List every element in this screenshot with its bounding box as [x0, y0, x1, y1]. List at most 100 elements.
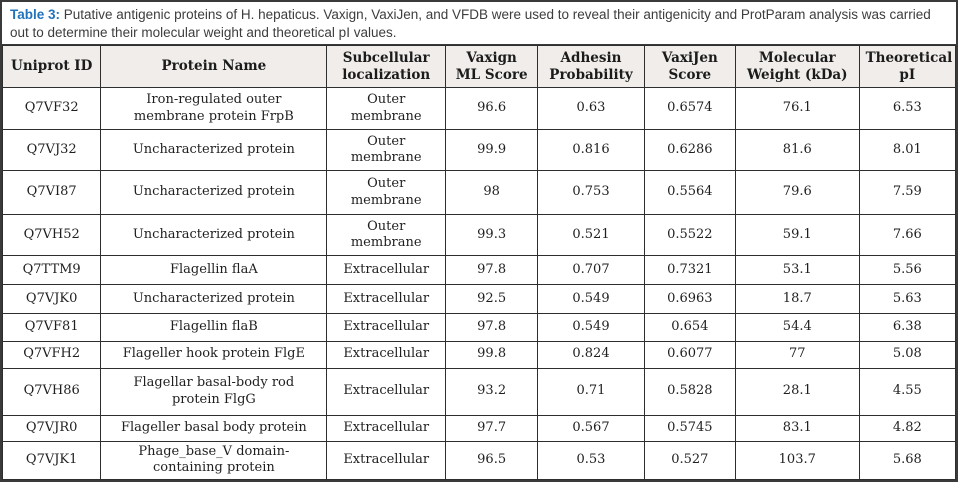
cell-uniprot-id: Q7VJR0 [1, 414, 102, 442]
cell-protein-name: Flageller hook protein FlgE [100, 340, 328, 369]
cell-vaxign-ml-score: 97.8 [445, 255, 539, 286]
cell-vaxijen-score: 0.5564 [643, 170, 736, 216]
column-header-vaxijen-score: VaxiJen Score [643, 45, 736, 88]
cell-molecular-weight-kda: 53.1 [734, 255, 860, 286]
cell-molecular-weight-kda: 77 [734, 340, 860, 369]
cell-adhesin-probability: 0.753 [537, 170, 645, 216]
column-header-uniprot-id: Uniprot ID [1, 45, 102, 88]
cell-protein-name: Flagellin flaA [100, 255, 328, 286]
cell-molecular-weight-kda: 18.7 [734, 284, 860, 314]
cell-uniprot-id: Q7VFH2 [1, 340, 102, 369]
cell-protein-name: Flagellin flaB [100, 312, 328, 342]
table-header-row: Uniprot ID Protein Name Subcellular locali… [1, 45, 957, 88]
cell-uniprot-id: Q7VJK1 [1, 440, 102, 481]
cell-uniprot-id: Q7VH86 [1, 367, 102, 416]
table-row: Q7VJK1 Phage_base_V domain-containing pro… [1, 440, 957, 481]
cell-theoretical-pi: 8.01 [858, 129, 957, 172]
cell-theoretical-pi: 5.68 [858, 440, 957, 481]
cell-adhesin-probability: 0.549 [537, 312, 645, 342]
cell-uniprot-id: Q7TTM9 [1, 255, 102, 286]
cell-adhesin-probability: 0.824 [537, 340, 645, 369]
cell-vaxijen-score: 0.6574 [643, 86, 736, 131]
cell-subcellular-localization: Extracellular [326, 414, 447, 442]
cell-protein-name: Phage_base_V domain-containing protein [100, 440, 328, 481]
cell-uniprot-id: Q7VI87 [1, 170, 102, 216]
table-row: Q7VH52 Uncharacterized protein Outer membr… [1, 214, 957, 257]
cell-adhesin-probability: 0.549 [537, 284, 645, 314]
cell-vaxijen-score: 0.6963 [643, 284, 736, 314]
cell-vaxign-ml-score: 98 [445, 170, 539, 216]
cell-vaxijen-score: 0.527 [643, 440, 736, 481]
table-body: Q7VF32 Iron-regulated outer membrane prot… [1, 86, 957, 481]
table-row: Q7VJR0 Flageller basal body protein Extrac… [1, 414, 957, 442]
cell-molecular-weight-kda: 59.1 [734, 214, 860, 257]
cell-subcellular-localization: Outer membrane [326, 129, 447, 172]
cell-theoretical-pi: 5.56 [858, 255, 957, 286]
cell-protein-name: Uncharacterized protein [100, 129, 328, 172]
cell-adhesin-probability: 0.71 [537, 367, 645, 416]
cell-protein-name: Flageller basal body protein [100, 414, 328, 442]
cell-theoretical-pi: 7.66 [858, 214, 957, 257]
cell-subcellular-localization: Extracellular [326, 312, 447, 342]
cell-adhesin-probability: 0.53 [537, 440, 645, 481]
cell-vaxign-ml-score: 96.6 [445, 86, 539, 131]
table-row: Q7VJK0 Uncharacterized protein Extracellul… [1, 284, 957, 314]
column-header-adhesin-probability: Adhesin Probability [537, 45, 645, 88]
cell-molecular-weight-kda: 81.6 [734, 129, 860, 172]
column-header-theoretical-pi: Theoretical pI [858, 45, 957, 88]
cell-molecular-weight-kda: 79.6 [734, 170, 860, 216]
cell-vaxijen-score: 0.6286 [643, 129, 736, 172]
cell-molecular-weight-kda: 103.7 [734, 440, 860, 481]
cell-uniprot-id: Q7VF81 [1, 312, 102, 342]
cell-subcellular-localization: Extracellular [326, 284, 447, 314]
cell-uniprot-id: Q7VJ32 [1, 129, 102, 172]
table-caption-label: Table 3: [10, 7, 61, 22]
table-row: Q7VI87 Uncharacterized protein Outer membr… [1, 170, 957, 216]
cell-vaxijen-score: 0.5745 [643, 414, 736, 442]
cell-theoretical-pi: 7.59 [858, 170, 957, 216]
cell-subcellular-localization: Extracellular [326, 340, 447, 369]
cell-theoretical-pi: 6.38 [858, 312, 957, 342]
cell-vaxign-ml-score: 93.2 [445, 367, 539, 416]
cell-vaxijen-score: 0.5522 [643, 214, 736, 257]
cell-adhesin-probability: 0.63 [537, 86, 645, 131]
cell-subcellular-localization: Extracellular [326, 440, 447, 481]
cell-theoretical-pi: 6.53 [858, 86, 957, 131]
cell-molecular-weight-kda: 28.1 [734, 367, 860, 416]
cell-protein-name: Iron-regulated outer membrane protein Fr… [100, 86, 328, 131]
cell-molecular-weight-kda: 54.4 [734, 312, 860, 342]
column-header-protein-name: Protein Name [100, 45, 328, 88]
cell-uniprot-id: Q7VJK0 [1, 284, 102, 314]
table-row: Q7VH86 Flagellar basal-body rod protein F… [1, 367, 957, 416]
cell-subcellular-localization: Extracellular [326, 367, 447, 416]
cell-molecular-weight-kda: 76.1 [734, 86, 860, 131]
cell-subcellular-localization: Outer membrane [326, 214, 447, 257]
cell-protein-name: Uncharacterized protein [100, 170, 328, 216]
table-row: Q7VJ32 Uncharacterized protein Outer membr… [1, 129, 957, 172]
cell-protein-name: Uncharacterized protein [100, 284, 328, 314]
cell-theoretical-pi: 4.82 [858, 414, 957, 442]
cell-adhesin-probability: 0.567 [537, 414, 645, 442]
cell-vaxijen-score: 0.7321 [643, 255, 736, 286]
table-caption: Table 3: Putative antigenic proteins of … [2, 2, 956, 45]
cell-subcellular-localization: Outer membrane [326, 86, 447, 131]
cell-vaxign-ml-score: 99.9 [445, 129, 539, 172]
cell-vaxign-ml-score: 96.5 [445, 440, 539, 481]
cell-subcellular-localization: Outer membrane [326, 170, 447, 216]
cell-vaxign-ml-score: 97.8 [445, 312, 539, 342]
cell-protein-name: Flagellar basal-body rod protein FlgG [100, 367, 328, 416]
cell-vaxign-ml-score: 99.8 [445, 340, 539, 369]
antigenic-proteins-table: Uniprot ID Protein Name Subcellular locali… [1, 45, 957, 481]
table-caption-text: Putative antigenic proteins of H. hepati… [10, 7, 931, 40]
cell-adhesin-probability: 0.521 [537, 214, 645, 257]
cell-molecular-weight-kda: 83.1 [734, 414, 860, 442]
cell-vaxijen-score: 0.5828 [643, 367, 736, 416]
cell-vaxijen-score: 0.6077 [643, 340, 736, 369]
cell-uniprot-id: Q7VH52 [1, 214, 102, 257]
table-row: Q7TTM9 Flagellin flaA Extracellular 97.8 0.7… [1, 255, 957, 286]
cell-vaxign-ml-score: 92.5 [445, 284, 539, 314]
table-row: Q7VF81 Flagellin flaB Extracellular 97.8 0.5… [1, 312, 957, 342]
cell-theoretical-pi: 4.55 [858, 367, 957, 416]
cell-protein-name: Uncharacterized protein [100, 214, 328, 257]
